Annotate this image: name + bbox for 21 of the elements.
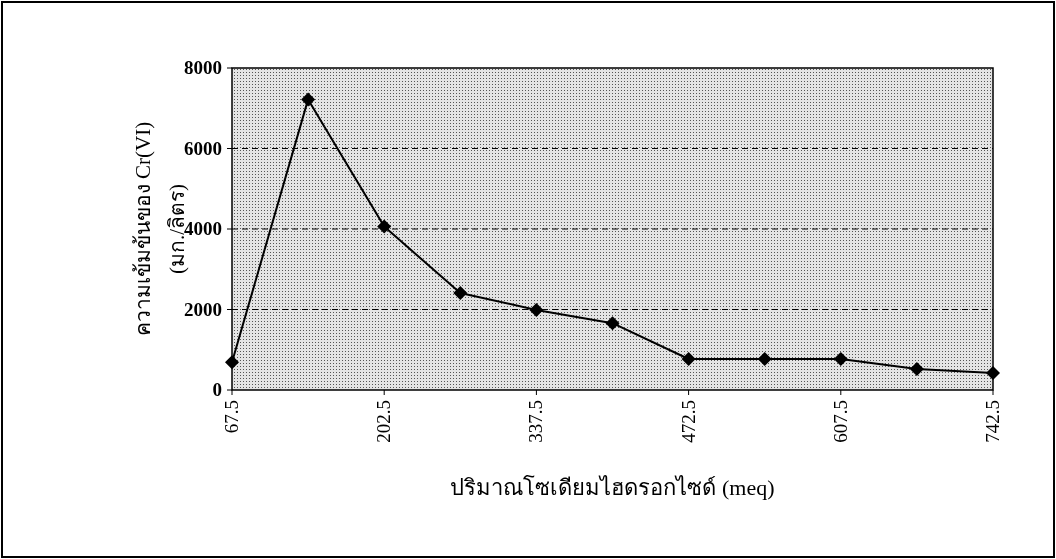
point <box>529 302 544 317</box>
point <box>301 92 316 107</box>
point <box>377 219 392 234</box>
x-tick-label: 67.5 <box>221 400 242 434</box>
point <box>681 352 696 367</box>
point <box>453 286 468 300</box>
x-tick-label: 472.5 <box>677 400 699 443</box>
x-tick-label: 337.5 <box>525 400 547 443</box>
y-tick-label: 8000 <box>184 57 222 78</box>
point <box>225 355 239 370</box>
y-tick-label: 0 <box>212 379 222 400</box>
x-tick-label: 202.5 <box>373 400 395 443</box>
point <box>757 352 772 367</box>
point <box>909 362 924 377</box>
x-tick-label: 742.5 <box>982 400 1003 443</box>
point <box>605 316 620 331</box>
y-tick-label: 6000 <box>184 137 222 159</box>
x-axis-title: ปริมาณโซเดียมไฮดรอกไซด์ (meq) <box>450 475 775 500</box>
point <box>986 366 1000 381</box>
point <box>833 352 848 367</box>
x-tick-label: 607.5 <box>829 400 851 443</box>
